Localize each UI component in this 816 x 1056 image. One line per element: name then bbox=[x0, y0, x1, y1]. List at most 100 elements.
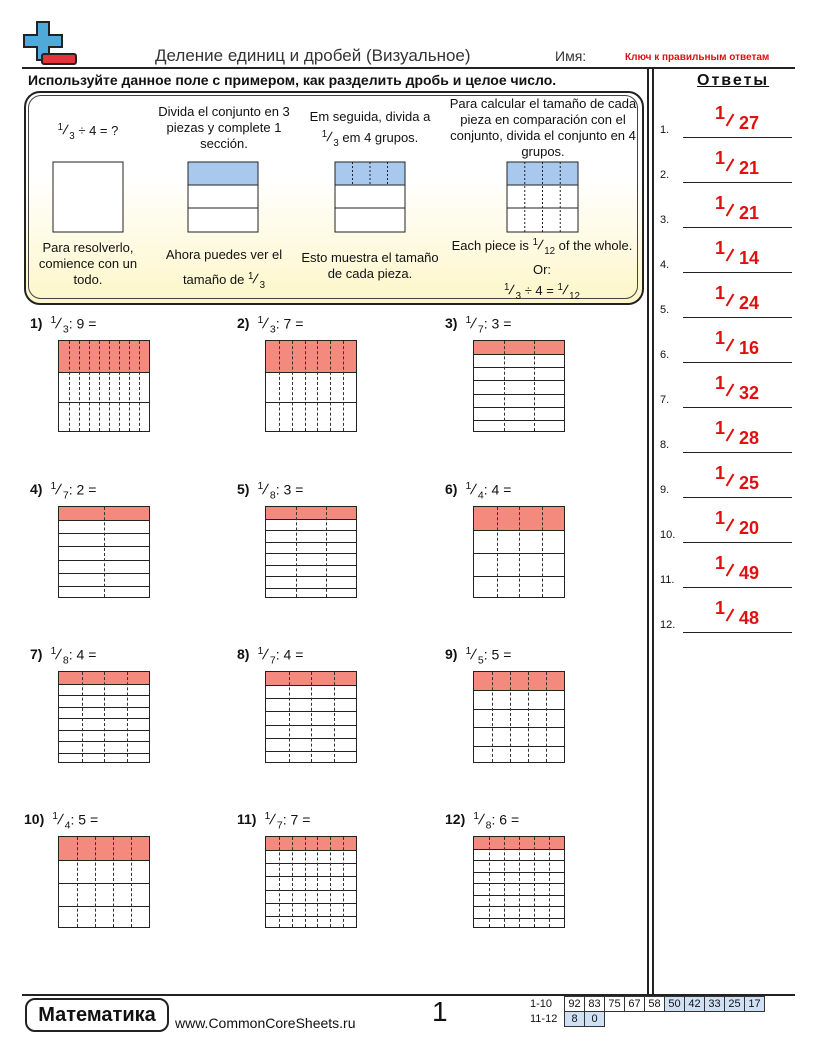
text-part: em 4 grupos. bbox=[342, 129, 419, 145]
group-line bbox=[139, 341, 140, 431]
grid-row bbox=[266, 587, 356, 600]
denominator: 21 bbox=[739, 203, 760, 223]
answers-title: Ответы bbox=[697, 72, 770, 89]
fraction-slash bbox=[508, 284, 516, 295]
expression: ÷ 4 = ? bbox=[78, 122, 119, 138]
equals: = bbox=[295, 315, 304, 332]
shaded-row bbox=[334, 161, 406, 186]
answer-row: 11. 1 49 bbox=[660, 548, 792, 588]
fraction-grid bbox=[58, 340, 150, 432]
fraction-slash bbox=[478, 813, 486, 825]
fraction-slash bbox=[562, 284, 569, 295]
fraction: 13 bbox=[504, 279, 521, 306]
fraction-grid bbox=[58, 506, 150, 598]
problem: 1) 13: 9 = bbox=[30, 314, 96, 335]
problem-number: 9) bbox=[445, 646, 458, 663]
group-line bbox=[541, 507, 543, 597]
equals: = bbox=[503, 315, 512, 332]
fraction: 13 bbox=[58, 120, 75, 145]
fraction-grid bbox=[265, 836, 357, 928]
column-divider bbox=[647, 68, 654, 995]
thirds-box bbox=[187, 161, 259, 233]
group-line bbox=[131, 837, 132, 927]
shaded-row bbox=[474, 341, 564, 355]
fraction-slash bbox=[55, 317, 63, 329]
problem-number: 10) bbox=[24, 811, 45, 828]
problem-number: 3) bbox=[445, 315, 458, 332]
score-row: 1-10 92 83 75 67 58 50 42 33 25 17 bbox=[530, 996, 765, 1012]
answer-number: 1. bbox=[660, 124, 670, 136]
denominator: 28 bbox=[739, 428, 760, 448]
grid-row bbox=[59, 860, 149, 883]
instruction: Используйте данное поле с примером, как … bbox=[28, 72, 557, 88]
answer-line bbox=[683, 632, 792, 633]
group-line bbox=[534, 341, 535, 431]
caption-text: Ahora puedes ver el tamaño de bbox=[165, 247, 283, 287]
numerator: 1 bbox=[50, 645, 57, 657]
answer-row: 9. 1 25 bbox=[660, 458, 792, 498]
group-line bbox=[291, 837, 293, 927]
answer-line bbox=[683, 362, 792, 363]
group-line bbox=[492, 672, 493, 762]
fraction-slash bbox=[725, 428, 735, 442]
grid-row bbox=[474, 727, 564, 745]
fraction-slash bbox=[470, 317, 478, 329]
grid-row bbox=[474, 708, 564, 727]
answer-number: 12. bbox=[660, 619, 676, 631]
group-line bbox=[77, 837, 78, 927]
answer-key-label: Ключ к правильным ответам bbox=[625, 52, 770, 63]
fraction-grid bbox=[473, 836, 565, 928]
score-cell: 0 bbox=[584, 1011, 605, 1027]
denominator: 8 bbox=[269, 489, 276, 502]
shaded-row bbox=[59, 341, 149, 372]
operator: : bbox=[491, 811, 496, 828]
group-line bbox=[519, 837, 520, 927]
problem-number: 11) bbox=[237, 811, 257, 828]
step-caption: Ahora puedes ver el tamaño de 13 bbox=[152, 244, 296, 297]
denominator: 4 bbox=[64, 819, 71, 832]
grid-row bbox=[266, 402, 356, 433]
answer-number: 5. bbox=[660, 304, 670, 316]
numerator: 1 bbox=[715, 283, 726, 304]
problem-number: 1) bbox=[30, 315, 43, 332]
answer-row: 5. 1 24 bbox=[660, 278, 792, 318]
denominator: 25 bbox=[739, 473, 760, 493]
denominator: 5 bbox=[477, 654, 484, 667]
answer-number: 4. bbox=[660, 259, 670, 271]
numerator: 1 bbox=[264, 810, 271, 822]
group-line bbox=[296, 507, 297, 597]
answer-row: 2. 1 21 bbox=[660, 143, 792, 183]
answer-line bbox=[683, 272, 792, 273]
equals: = bbox=[295, 646, 304, 663]
shaded-row bbox=[187, 161, 259, 186]
answer-line bbox=[683, 497, 792, 498]
answer-row: 12. 1 48 bbox=[660, 593, 792, 633]
row bbox=[187, 184, 259, 209]
fraction-slash bbox=[725, 203, 735, 217]
divisor: 5 bbox=[78, 811, 87, 828]
problem: 2) 13: 7 = bbox=[237, 314, 303, 335]
fraction-slash bbox=[725, 563, 735, 577]
score-grid: 1-10 92 83 75 67 58 50 42 33 25 17 11-12 8 0 bbox=[530, 996, 765, 1027]
fraction: 17 bbox=[465, 314, 483, 335]
fraction: 1 21 bbox=[715, 148, 759, 180]
denominator: 7 bbox=[269, 654, 276, 667]
group-line bbox=[510, 672, 511, 762]
equals: = bbox=[295, 481, 304, 498]
numerator: 1 bbox=[532, 237, 538, 248]
fraction-slash bbox=[262, 317, 270, 329]
shaded-row bbox=[474, 672, 564, 691]
score-cell: 8 bbox=[564, 1011, 585, 1027]
numerator: 1 bbox=[248, 271, 254, 282]
equals: = bbox=[510, 811, 520, 828]
group-line bbox=[129, 341, 130, 431]
group-line bbox=[95, 837, 96, 927]
group-line bbox=[489, 837, 490, 927]
denominator: 12 bbox=[569, 290, 580, 302]
group-line bbox=[326, 507, 327, 597]
score-cell: 58 bbox=[644, 996, 665, 1012]
example-inner-border bbox=[28, 95, 638, 299]
grid-row bbox=[266, 541, 356, 554]
numerator: 1 bbox=[715, 238, 726, 259]
fraction-slash bbox=[57, 813, 65, 825]
